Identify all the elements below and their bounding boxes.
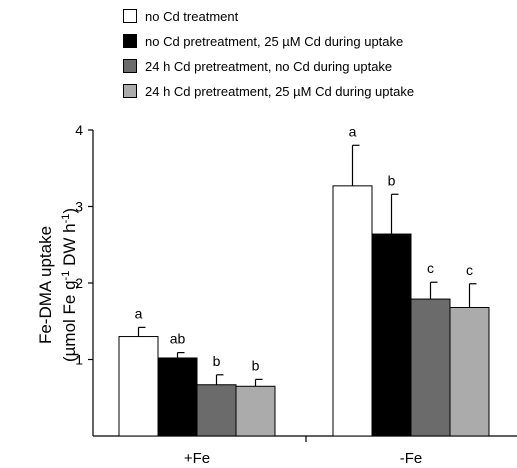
y-axis-title-line1: Fe-DMA uptake [36, 226, 55, 344]
bar-2-2 [371, 233, 412, 437]
legend: no Cd treatment no Cd pretreatment, 25 µM… [123, 9, 414, 99]
y-axis-title-line2: (µmol Fe g-1 DW h-1) [60, 208, 79, 362]
y-tick-label-1: 1 [75, 352, 83, 368]
y-axis-title: Fe-DMA uptake (µmol Fe g-1 DW h-1) [36, 208, 79, 362]
significance-label-3-2: c [427, 260, 434, 276]
x-category-label-1: +Fe [184, 450, 210, 467]
y-tick-label-2: 2 [75, 275, 83, 291]
significance-label-1-2: a [349, 123, 357, 139]
significance-label-2-1: ab [170, 331, 186, 347]
y-tick-label-3: 3 [75, 199, 83, 215]
bar-1-1 [118, 336, 159, 437]
legend-label-3: 24 h Cd pretreatment, no Cd during uptak… [145, 59, 392, 74]
legend-swatch-3 [123, 59, 137, 73]
significance-label-2-2: b [388, 172, 396, 188]
bar-3-2 [410, 298, 451, 437]
significance-label-4-2: c [466, 262, 473, 278]
x-category-label-2: -Fe [400, 450, 423, 467]
bar-4-2 [449, 306, 490, 437]
legend-swatch-4 [123, 84, 137, 98]
significance-label-4-1: b [252, 357, 260, 373]
significance-label-1-1: a [135, 305, 143, 321]
legend-label-2: no Cd pretreatment, 25 µM Cd during upta… [145, 34, 403, 49]
legend-label-4: 24 h Cd pretreatment, 25 µM Cd during up… [145, 84, 414, 99]
legend-swatch-1 [123, 9, 137, 23]
bar-4-1 [235, 385, 276, 437]
y-tick-label-4: 4 [75, 122, 83, 138]
bar-3-1 [196, 384, 237, 437]
legend-label-1: no Cd treatment [145, 9, 239, 24]
bar-1-2 [332, 185, 373, 437]
legend-swatch-2 [123, 34, 137, 48]
bar-2-1 [157, 357, 198, 437]
significance-label-3-1: b [213, 353, 221, 369]
